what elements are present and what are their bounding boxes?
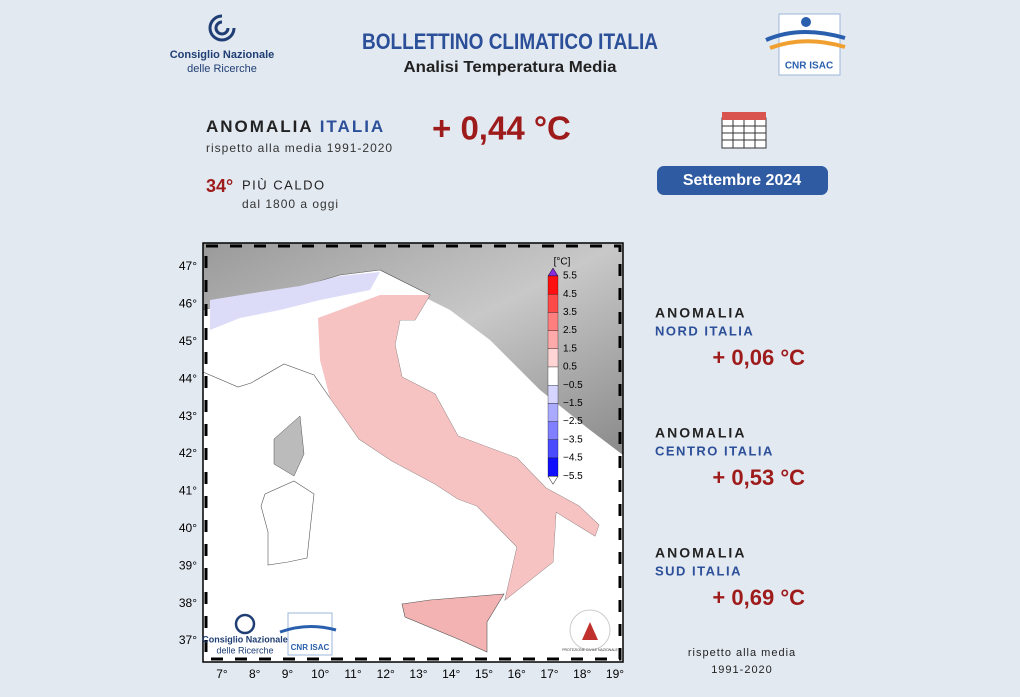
isac-logo-text: CNR ISAC	[785, 61, 833, 72]
calendar-icon	[721, 112, 767, 149]
region-name: CENTRO ITALIA	[655, 443, 774, 458]
protezione-triangle	[582, 622, 598, 640]
lon-label: 17°	[540, 667, 558, 681]
colorbar-label: 4.5	[563, 289, 577, 300]
map	[203, 243, 623, 662]
region-name: NORD ITALIA	[655, 323, 754, 338]
colorbar-unit: [°C]	[554, 257, 571, 268]
colorbar-label: −0.5	[563, 380, 583, 391]
colorbar-label: −3.5	[563, 434, 583, 445]
lon-label: 10°	[311, 667, 329, 681]
inset-isac-wave	[279, 625, 337, 634]
region-label: ANOMALIA	[655, 425, 746, 441]
colorbar-segment	[547, 330, 559, 349]
lat-label: 43°	[179, 409, 197, 423]
lon-label: 18°	[573, 667, 591, 681]
colorbar-segment	[547, 385, 559, 404]
colorbar-label: −5.5	[563, 471, 583, 482]
inset-cnr-logo	[234, 613, 256, 635]
lat-label: 46°	[179, 297, 197, 311]
region-value: + 0,69 °C	[712, 585, 805, 610]
lon-label: 11°	[344, 667, 361, 681]
map-frame	[202, 242, 624, 663]
lat-label: 41°	[179, 484, 197, 498]
colorbar-segment	[547, 275, 559, 295]
colorbar-label: 0.5	[563, 362, 577, 373]
lat-label: 38°	[179, 596, 197, 610]
subtitle: Analisi Temperatura Media	[404, 59, 617, 76]
rank-text: PIÙ CALDO	[242, 177, 326, 192]
footnote: rispetto alla media	[688, 647, 796, 659]
lat-label: 47°	[179, 259, 197, 273]
colorbar-cap	[547, 475, 559, 485]
colorbar-label: −2.5	[563, 416, 583, 427]
colorbar-segment	[547, 294, 559, 313]
colorbar-segment	[547, 312, 559, 331]
region-value: + 0,06 °C	[712, 345, 805, 370]
lon-label: 13°	[409, 667, 427, 681]
lon-label: 15°	[475, 667, 493, 681]
lon-label: 9°	[282, 667, 294, 681]
lon-label: 16°	[508, 667, 526, 681]
anomaly-word: ANOMALIA	[206, 117, 313, 136]
anomaly-value: + 0,44 °C	[432, 110, 571, 147]
colorbar-label: 1.5	[563, 343, 577, 354]
colorbar-label: −4.5	[563, 453, 583, 464]
inset-cnr: delle Ricerche	[216, 645, 273, 655]
protezione-text: PROTEZIONE CIVILE NAZIONALE	[562, 648, 618, 652]
footnote: 1991-2020	[711, 664, 773, 676]
cnr-name: delle Ricerche	[187, 63, 257, 75]
anomaly-region: ITALIA	[320, 117, 386, 136]
lon-label: 7°	[216, 667, 228, 681]
colorbar: 5.5 4.5 3.5 2.5 1.5 0.5 −0.5 −1.5 −2.5 −3.5 −4.5 −5…	[547, 267, 583, 485]
colorbar-segment	[547, 421, 559, 440]
lat-label: 37°	[179, 633, 197, 647]
isac-logo	[765, 13, 846, 76]
lat-label: 45°	[179, 334, 197, 348]
lat-label: 39°	[179, 558, 197, 572]
cnr-name: Consiglio Nazionale	[170, 49, 275, 61]
title: BOLLETTINO CLIMATICO ITALIA	[362, 29, 658, 54]
lat-label: 42°	[179, 446, 197, 460]
colorbar-segment	[547, 403, 559, 422]
colorbar-label: 5.5	[563, 271, 577, 282]
date-pill	[657, 166, 828, 195]
reference: rispetto alla media 1991-2020	[206, 141, 393, 155]
lon-label: 8°	[249, 667, 261, 681]
region-label: ANOMALIA	[655, 305, 746, 321]
colorbar-segment	[547, 457, 559, 477]
lon-label: 14°	[442, 667, 460, 681]
anomaly-label: ANOMALIA ITALIA	[206, 117, 385, 136]
lat-label: 44°	[179, 371, 197, 385]
inset-cnr: Consiglio Nazionale	[202, 634, 288, 644]
colorbar-label: 3.5	[563, 307, 577, 318]
region-value: + 0,53 °C	[712, 465, 805, 490]
lon-label: 19°	[606, 667, 624, 681]
cnr-logo	[208, 14, 236, 42]
colorbar-segment	[547, 439, 559, 459]
lat-label: 40°	[179, 521, 197, 535]
colorbar-label: −1.5	[563, 398, 583, 409]
date: Settembre 2024	[683, 172, 801, 189]
region-label: ANOMALIA	[655, 545, 746, 561]
inset-isac-logo	[287, 612, 333, 656]
map-frame-dash	[204, 244, 622, 661]
lon-label: 12°	[377, 667, 395, 681]
rank: 34°	[206, 176, 233, 196]
rank-since: dal 1800 a oggi	[242, 197, 339, 211]
region-name: SUD ITALIA	[655, 563, 742, 578]
inset-isac: CNR ISAC	[291, 643, 330, 652]
colorbar-segment	[547, 366, 559, 386]
colorbar-label: 2.5	[563, 325, 577, 336]
colorbar-segment	[547, 348, 559, 368]
